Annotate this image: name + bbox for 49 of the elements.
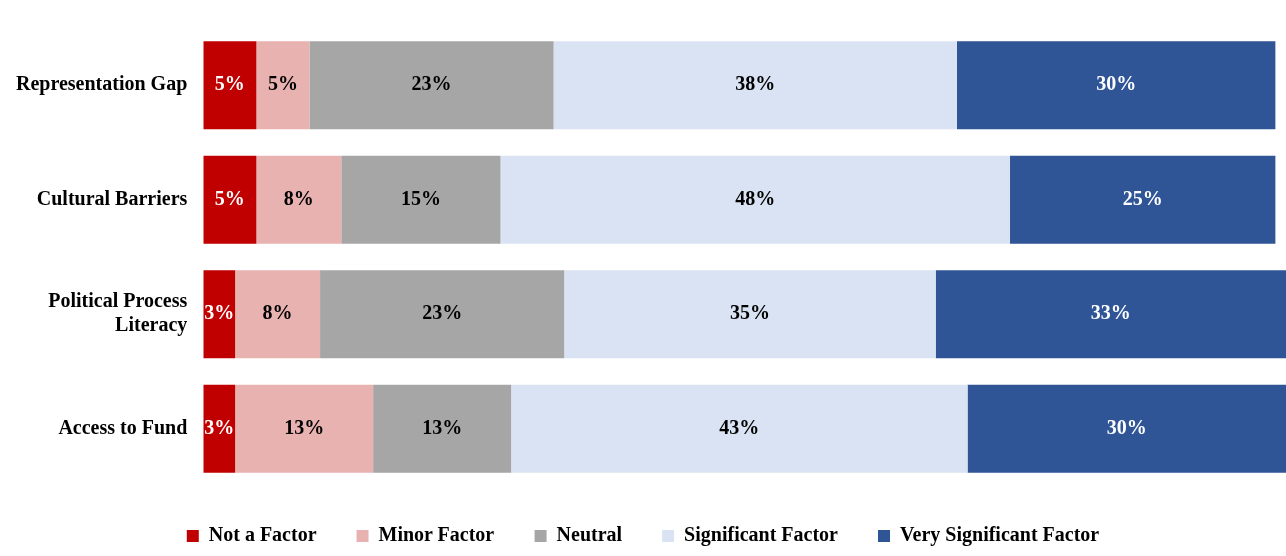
data-label: 8%: [283, 186, 314, 209]
y-tick-label: Political Process Literacy: [48, 289, 188, 337]
y-tick-label: Representation Gap: [15, 72, 188, 96]
legend-label: Not a Factor: [208, 523, 317, 546]
data-label: 23%: [411, 72, 452, 95]
bar: [1010, 155, 1276, 244]
bar: [967, 384, 1286, 473]
data-label: 38%: [735, 72, 776, 95]
bar: [341, 155, 501, 244]
data-label: 35%: [729, 301, 770, 324]
y-tick-label: Cultural Barriers: [36, 186, 188, 209]
data-label: 13%: [284, 415, 325, 438]
bar: [203, 384, 236, 473]
bar: [235, 270, 321, 359]
data-label: 5%: [214, 186, 245, 209]
bar: [511, 384, 968, 473]
bar: [320, 270, 565, 359]
bar: [203, 41, 257, 130]
data-label: 5%: [214, 72, 245, 95]
bar: [373, 384, 512, 473]
legend-label: Very Significant Factor: [899, 523, 1100, 547]
data-label: 3%: [204, 415, 235, 438]
data-label: 43%: [719, 415, 760, 438]
bar: [235, 384, 374, 473]
data-label: 25%: [1122, 186, 1163, 209]
data-label: 3%: [204, 301, 235, 324]
legend-label: Significant Factor: [684, 523, 839, 547]
legend-label: Minor Factor: [378, 523, 495, 546]
bar: [256, 41, 310, 130]
bar: [553, 41, 957, 130]
data-label: 30%: [1096, 72, 1137, 95]
data-label: 48%: [735, 186, 776, 209]
data-label: 23%: [422, 301, 463, 324]
data-label: 8%: [262, 301, 293, 324]
bar: [309, 41, 554, 130]
bar: [256, 155, 342, 244]
data-label: 5%: [267, 72, 298, 95]
bar: [203, 270, 236, 359]
y-tick-label: Access to Fund: [58, 415, 188, 438]
bar: [935, 270, 1286, 359]
legend-label: Neutral: [556, 523, 623, 546]
data-label: 30%: [1106, 415, 1147, 438]
bar: [203, 155, 257, 244]
data-label: 33%: [1090, 301, 1131, 324]
data-label: 15%: [400, 186, 441, 209]
bar: [500, 155, 1011, 244]
bar: [956, 41, 1276, 130]
data-label: 13%: [422, 415, 463, 438]
bar: [564, 270, 936, 359]
